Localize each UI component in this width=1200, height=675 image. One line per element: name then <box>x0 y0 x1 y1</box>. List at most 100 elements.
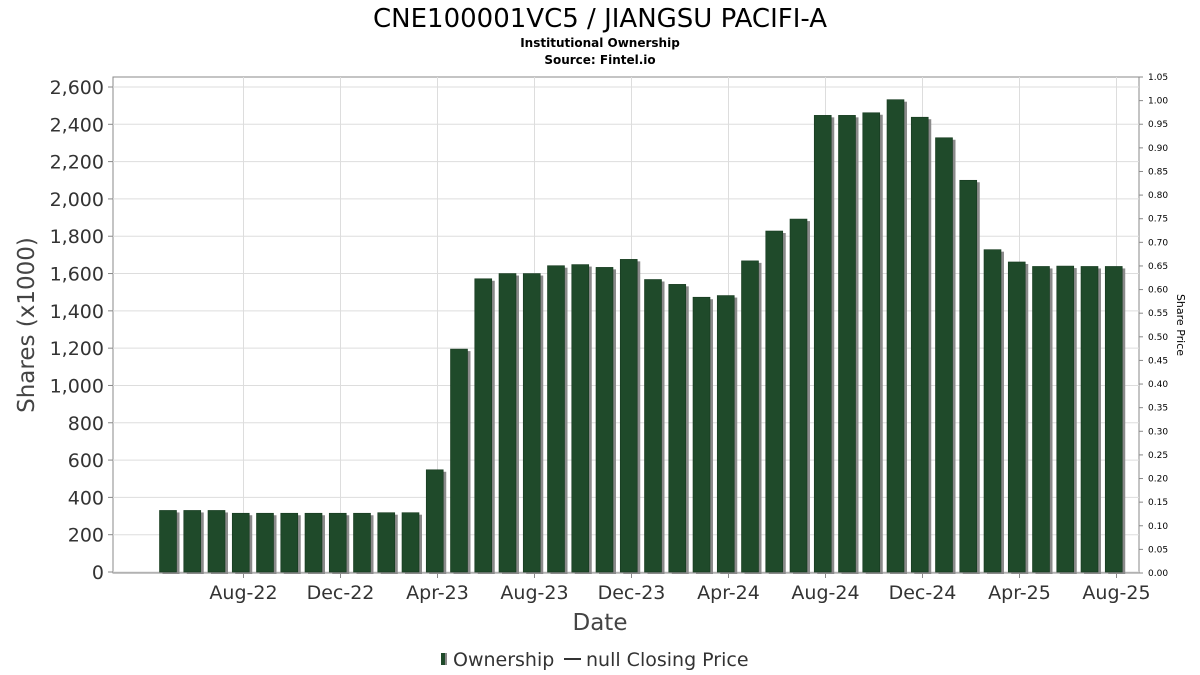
x-tick-label: Aug-22 <box>209 582 277 604</box>
legend-bar-shadow-icon <box>445 653 447 665</box>
y2-tick-label: 0.45 <box>1148 356 1168 366</box>
chart-source: Source: Fintel.io <box>544 53 655 67</box>
x-tick-label: Aug-24 <box>791 582 859 604</box>
y2-tick-label: 0.65 <box>1148 262 1168 272</box>
y2-axis-ticks: 0.00 0.05 0.10 0.15 0.20 0.25 0.30 0.35 0.40 0.45… <box>1139 73 1168 579</box>
y2-axis-label: Share Price <box>1174 294 1187 356</box>
y-tick-label: 1,800 <box>50 226 104 248</box>
y-tick-label: 600 <box>68 450 104 472</box>
x-axis-ticks: Aug-22 Dec-22 Apr-23 Aug-23 Dec-23 Apr-24 Aug-… <box>209 582 1150 604</box>
bar <box>183 510 202 573</box>
y2-tick-label: 0.05 <box>1148 545 1168 555</box>
bar <box>256 512 274 573</box>
y2-tick-label: 0.15 <box>1148 498 1168 508</box>
y-axis-ticks: 0 200 400 600 800 1,000 1,200 1,400 1,600 1,800 2,… <box>50 77 104 584</box>
bar <box>280 512 299 573</box>
x-tick-label: Apr-25 <box>988 582 1051 604</box>
bar <box>644 279 662 573</box>
y2-tick-label: 0.40 <box>1148 380 1168 390</box>
y2-tick-label: 0.55 <box>1148 309 1168 319</box>
bar <box>886 99 905 573</box>
y-tick-label: 400 <box>68 487 104 509</box>
bar <box>547 265 565 573</box>
bar <box>353 512 371 573</box>
y-tick-label: 200 <box>68 525 104 547</box>
y-tick-label: 800 <box>68 413 104 435</box>
bar <box>619 259 638 573</box>
y2-tick-label: 0.90 <box>1148 144 1168 154</box>
y2-tick-label: 0.20 <box>1148 475 1168 485</box>
y-tick-label: 2,200 <box>50 152 104 174</box>
bar <box>207 510 226 573</box>
bar <box>159 510 177 573</box>
y2-tick-label: 0.85 <box>1148 167 1168 177</box>
y2-tick-label: 0.30 <box>1148 427 1168 437</box>
legend-closing-price: null Closing Price <box>586 649 749 671</box>
bar <box>959 179 978 573</box>
bar <box>741 260 759 573</box>
bar <box>862 112 881 573</box>
bar <box>1104 266 1123 573</box>
y-axis-label: Shares (x1000) <box>14 237 40 413</box>
bar <box>425 469 444 573</box>
bar <box>571 264 590 573</box>
y-tick-label: 1,000 <box>50 375 104 397</box>
chart-title: CNE100001VC5 / JIANGSU PACIFI-A <box>373 4 827 34</box>
x-tick-label: Apr-23 <box>406 582 469 604</box>
y2-tick-label: 0.60 <box>1148 286 1168 296</box>
x-axis-label: Date <box>573 610 628 636</box>
bar <box>304 512 323 573</box>
legend: Ownership null Closing Price <box>441 649 749 671</box>
bar <box>692 296 711 573</box>
y2-tick-label: 1.00 <box>1148 97 1168 107</box>
bar <box>328 512 347 573</box>
y-tick-label: 2,600 <box>50 77 104 99</box>
bar <box>231 512 250 573</box>
y-tick-label: 1,400 <box>50 301 104 323</box>
bar <box>716 295 735 573</box>
bar <box>1056 265 1075 573</box>
bar <box>910 116 929 573</box>
x-tick-label: Aug-23 <box>500 582 568 604</box>
x-tick-label: Dec-23 <box>598 582 666 604</box>
bar <box>935 137 953 573</box>
y2-tick-label: 0.10 <box>1148 522 1168 532</box>
bar-series-ownership <box>159 99 1126 575</box>
bar <box>595 267 614 573</box>
y2-tick-label: 0.95 <box>1148 120 1168 130</box>
y-tick-label: 2,400 <box>50 114 104 136</box>
y-tick-label: 2,000 <box>50 189 104 211</box>
x-tick-label: Apr-24 <box>697 582 760 604</box>
y2-tick-label: 0.75 <box>1148 215 1168 225</box>
y-tick-label: 1,600 <box>50 264 104 286</box>
x-tick-label: Aug-25 <box>1082 582 1150 604</box>
chart-subtitle: Institutional Ownership <box>520 36 680 50</box>
y2-tick-label: 0.80 <box>1148 191 1168 201</box>
bar <box>474 278 493 573</box>
legend-ownership: Ownership <box>453 649 554 671</box>
legend-bar-icon <box>441 653 445 665</box>
bar <box>668 284 687 573</box>
y2-tick-label: 0.35 <box>1148 404 1168 414</box>
y2-tick-label: 1.05 <box>1148 73 1168 83</box>
bar <box>1007 261 1026 573</box>
bar <box>377 512 396 573</box>
bar <box>401 512 420 573</box>
bar <box>1080 266 1099 573</box>
bar <box>983 249 1002 573</box>
x-tick-label: Dec-22 <box>307 582 375 604</box>
bar <box>838 115 856 573</box>
bar <box>522 273 541 573</box>
bar <box>789 218 808 573</box>
x-tick-label: Dec-24 <box>889 582 957 604</box>
y2-tick-label: 0.00 <box>1148 569 1168 579</box>
y2-tick-label: 0.25 <box>1148 451 1168 461</box>
y-tick-label: 0 <box>92 562 104 584</box>
y-tick-label: 1,200 <box>50 338 104 360</box>
y2-tick-label: 0.70 <box>1148 238 1168 248</box>
bar <box>498 273 517 573</box>
bar <box>1032 266 1050 573</box>
bar <box>813 115 832 573</box>
y2-tick-label: 0.50 <box>1148 333 1168 343</box>
